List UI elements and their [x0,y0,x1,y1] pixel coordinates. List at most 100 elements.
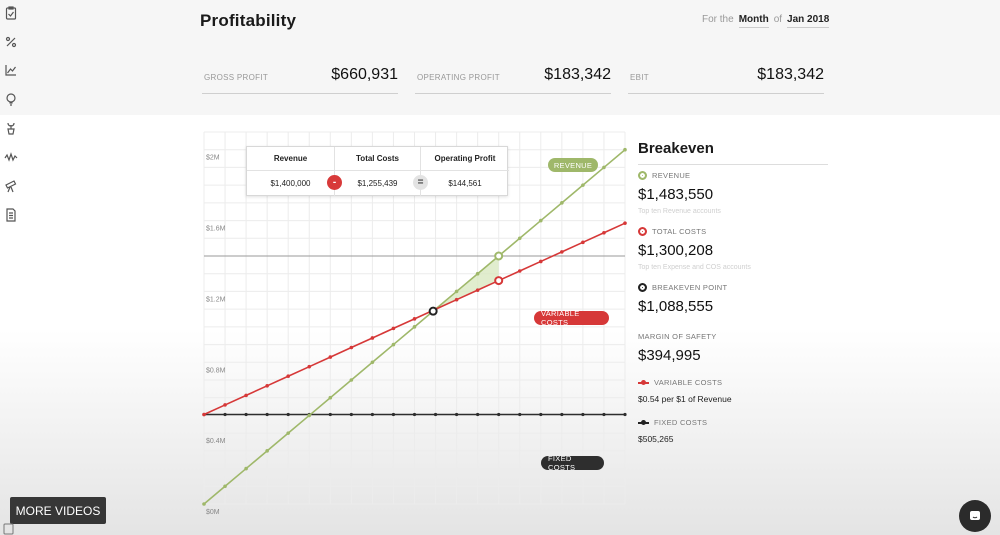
breakeven-point-marker [428,306,438,316]
fixed-costs-line-icon [638,419,649,425]
total-costs-point [244,393,248,398]
metric-label: VARIABLE COSTS [654,378,723,387]
metric-breakeven-point[interactable]: BREAKEVEN POINT $1,088,555 [638,283,727,315]
y-tick-label: $1.2M [206,296,226,303]
left-nav-rail [0,0,24,535]
lightbulb-icon[interactable] [4,92,18,106]
fixed-costs-point [476,412,480,417]
pulse-wave-icon[interactable] [4,150,18,164]
minus-operator-icon: - [327,175,342,190]
expand-corner-icon[interactable] [3,522,15,535]
page-title: Profitability [200,11,297,30]
total-costs-point [202,412,206,417]
total-costs-point [349,345,354,350]
chat-button[interactable] [959,500,991,532]
metric-label: TOTAL COSTS [652,227,707,236]
fixed-costs-point [602,412,606,417]
kpi-ebit: EBIT $183,342 [628,60,824,94]
revenue-point [517,236,522,241]
line-chart-icon[interactable] [4,63,18,77]
telescope-icon[interactable] [4,179,18,193]
revenue-point [412,325,417,329]
summary-header: Total Costs [335,147,420,171]
revenue-point [244,466,248,471]
metric-hint[interactable]: Top ten Expense and COS accounts [638,264,751,271]
summary-header: Operating Profit [421,147,509,171]
period-unit-dropdown[interactable]: Month [738,14,769,28]
fixed-costs-point [265,412,269,417]
metric-value: $1,088,555 [638,298,714,315]
y-tick-label: $0.8M [206,367,226,374]
revenue-point [202,502,206,506]
summary-col-operating-profit: Operating Profit $144,561 = [413,147,509,196]
period-selector: For the Month of Jan 2018 [702,14,830,28]
metric-value: $505,265 [638,434,674,444]
y-tick-label: $0M [206,509,220,516]
period-date-dropdown[interactable]: Jan 2018 [787,14,830,28]
fixed-costs-point [223,412,227,417]
metric-value: $1,300,208 [638,242,714,259]
clipboard-check-icon[interactable] [4,6,18,20]
total-costs-point [539,259,543,264]
revenue-point [581,183,585,187]
total-costs-point [623,221,627,225]
fixed-costs-point [349,412,353,417]
y-tick-label: $1.6M [206,226,226,233]
fixed-costs-point [560,412,564,417]
metric-label: MARGIN OF SAFETY [638,332,717,341]
revenue-point [539,218,543,223]
document-icon[interactable] [4,208,18,222]
kpi-label: EBIT [630,73,649,82]
revenue-point [475,271,480,276]
variable-costs-tag: VARIABLE COSTS [534,309,609,327]
fixed-costs-point [244,412,248,417]
revenue-point [454,289,459,294]
percent-tag-icon[interactable] [4,35,18,49]
period-prefix: For the [702,14,734,25]
total-costs-point [412,317,417,321]
revenue-point [560,201,564,205]
total-costs-point [370,336,375,340]
total-costs-dot-icon [638,227,647,236]
total-costs-point [223,403,227,407]
current-total-costs-marker [494,276,504,286]
fixed-costs-point [623,412,627,417]
plant-pot-icon[interactable] [4,121,18,135]
metric-revenue[interactable]: REVENUE $1,483,550 Top ten Revenue accou… [638,171,721,215]
metric-fixed-costs[interactable]: FIXED COSTS $505,265 [638,418,707,444]
kpi-label: GROSS PROFIT [204,73,269,82]
more-videos-button[interactable]: MORE VIDEOS [10,497,106,524]
y-tick-label: $0.4M [206,438,226,445]
revenue-point [265,449,269,453]
metric-value: $1,483,550 [638,186,714,203]
kpi-value: $183,342 [544,66,611,83]
period-of: of [773,14,783,25]
metric-value: $0.54 per $1 of Revenue [638,394,732,404]
variable-costs-line-icon [638,379,649,385]
current-revenue-marker [494,251,504,261]
total-costs-point [560,250,564,254]
metric-label: BREAKEVEN POINT [652,283,728,292]
breakeven-panel: Breakeven REVENUE $1,483,550 Top ten Rev… [638,140,828,444]
revenue-line-tag: REVENUE [548,158,598,172]
total-costs-point [475,288,480,292]
revenue-point [370,360,375,365]
total-costs-point [454,297,459,302]
revenue-point [391,342,396,347]
revenue-point [223,484,227,489]
metric-margin-of-safety: MARGIN OF SAFETY $394,995 [638,332,717,364]
metric-hint[interactable]: Top ten Revenue accounts [638,208,721,215]
total-costs-point [391,326,396,331]
summary-col-total-costs: Total Costs $1,255,439 - [327,147,421,196]
metric-variable-costs[interactable]: VARIABLE COSTS $0.54 per $1 of Revenue [638,378,732,404]
summary-value: $1,255,439 [357,179,398,188]
chat-icon [970,511,980,520]
revenue-point [602,165,606,170]
kpi-value: $660,931 [331,66,398,83]
profit-summary-table: Revenue $1,400,000 Total Costs $1,255,43… [246,146,509,196]
revenue-point [349,378,354,382]
metric-total-costs[interactable]: TOTAL COSTS $1,300,208 Top ten Expense a… [638,227,751,271]
kpi-gross-profit: GROSS PROFIT $660,931 [202,60,398,94]
fixed-costs-point [497,412,501,417]
revenue-point [623,147,627,152]
